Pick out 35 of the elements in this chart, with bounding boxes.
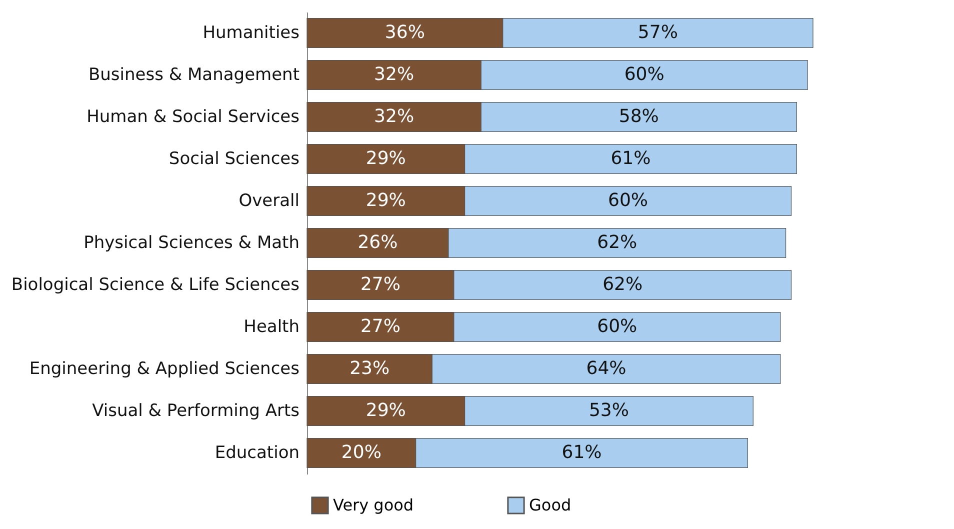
- data-label: 62%: [602, 274, 643, 295]
- y-tick-label: Visual & Performing Arts: [92, 401, 300, 421]
- data-label: 62%: [597, 232, 638, 253]
- data-label: 58%: [618, 106, 659, 127]
- y-tick-label: Engineering & Applied Sciences: [29, 359, 300, 379]
- data-label: 27%: [360, 316, 400, 337]
- legend-label: Very good: [333, 495, 414, 514]
- y-tick-label: Social Sciences: [168, 149, 300, 169]
- y-tick-label: Overall: [238, 191, 300, 211]
- data-label: 32%: [374, 64, 414, 85]
- data-label: 57%: [638, 22, 678, 43]
- y-tick-label: Human & Social Services: [86, 107, 300, 127]
- data-label: 36%: [384, 22, 425, 43]
- y-tick-label: Business & Management: [88, 65, 300, 85]
- y-tick-label: Humanities: [202, 23, 300, 43]
- data-label: 64%: [586, 358, 626, 379]
- data-label: 26%: [358, 232, 398, 253]
- data-label: 61%: [610, 148, 651, 169]
- data-label: 61%: [562, 442, 602, 463]
- data-label: 60%: [597, 316, 638, 337]
- data-label: 29%: [366, 148, 406, 169]
- y-tick-label: Physical Sciences & Math: [84, 233, 300, 253]
- data-label: 27%: [360, 274, 400, 295]
- y-tick-label: Biological Science & Life Sciences: [11, 275, 300, 295]
- data-label: 23%: [350, 358, 390, 379]
- legend-label: Good: [529, 495, 572, 514]
- data-label: 60%: [624, 64, 664, 85]
- data-label: 29%: [366, 190, 406, 211]
- data-label: 20%: [341, 442, 382, 463]
- data-label: 32%: [374, 106, 414, 127]
- y-tick-label: Health: [244, 317, 300, 337]
- data-label: 29%: [366, 400, 406, 421]
- y-tick-label: Education: [214, 443, 300, 463]
- data-label: 53%: [588, 400, 629, 421]
- data-label: 60%: [608, 190, 648, 211]
